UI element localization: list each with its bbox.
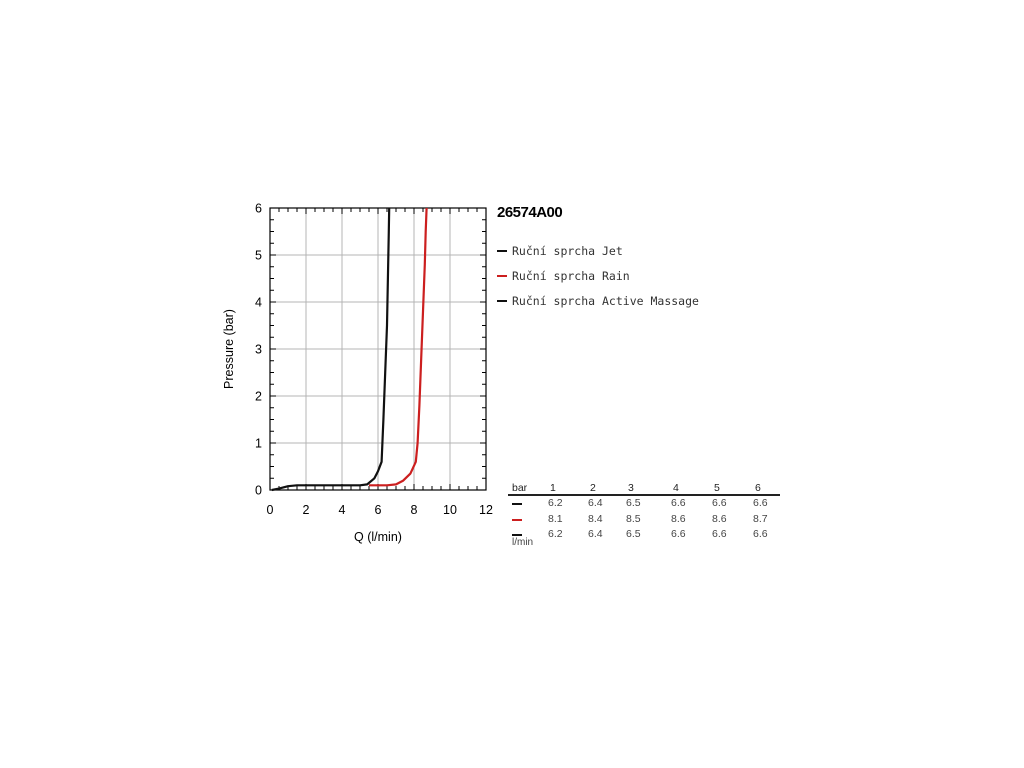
table-cell: 8.6 <box>671 512 686 525</box>
table-cell: 6.2 <box>548 497 563 509</box>
legend-label-rain: Ruční sprcha Rain <box>512 268 630 283</box>
table-cell: 8.5 <box>626 512 641 525</box>
x-tick-label: 0 <box>267 503 274 517</box>
table-header-cell: 4 <box>673 482 679 494</box>
x-tick-label: 4 <box>339 503 346 517</box>
table-cell: 6.5 <box>626 497 641 509</box>
row-swatch <box>512 534 522 536</box>
table-cell: 6.6 <box>671 528 686 540</box>
table-cell: 6.6 <box>712 528 727 540</box>
legend-swatch-active-massage <box>497 299 507 302</box>
x-tick-label: 12 <box>479 503 493 517</box>
row-swatch <box>512 518 522 521</box>
table-unit-label: l/min <box>512 537 534 548</box>
table-cell: 6.5 <box>626 528 641 540</box>
y-tick-label: 0 <box>255 484 262 498</box>
legend: Ruční sprcha Jet Ruční sprcha Rain Ruční… <box>497 238 699 313</box>
y-tick-label: 3 <box>255 343 262 357</box>
table-header-cell: 2 <box>590 482 596 494</box>
product-code: 26574A00 <box>497 204 563 221</box>
legend-item: Ruční sprcha Active Massage <box>497 288 699 313</box>
table-cell: 8.6 <box>712 512 727 525</box>
x-tick-label: 10 <box>443 503 457 517</box>
y-tick-label: 2 <box>255 390 262 404</box>
table-header-cell: 5 <box>714 482 720 494</box>
legend-item: Ruční sprcha Jet <box>497 238 699 263</box>
table-cell: 6.6 <box>753 528 768 540</box>
series-line <box>271 207 391 492</box>
table-cell: 6.6 <box>753 497 768 509</box>
series-line <box>369 207 428 487</box>
y-tick-label: 6 <box>255 202 262 216</box>
x-tick-label: 6 <box>375 503 382 517</box>
table-header-unit: bar <box>512 482 528 494</box>
table-cell: 8.1 <box>548 512 563 525</box>
table-row: 6.2 6.4 6.5 6.6 6.6 6.6 <box>508 496 780 512</box>
legend-label-jet: Ruční sprcha Jet <box>512 243 623 258</box>
table-row: 8.1 8.4 8.5 8.6 8.6 8.7 <box>508 512 780 528</box>
y-tick-label: 1 <box>255 437 262 451</box>
row-swatch <box>512 503 522 505</box>
table-cell: 6.4 <box>588 528 603 540</box>
table-cell: 8.4 <box>588 512 603 525</box>
table-header-cell: 6 <box>755 482 761 494</box>
legend-swatch-jet <box>497 249 507 252</box>
legend-swatch-rain <box>497 274 507 277</box>
plot-frame <box>269 207 487 491</box>
y-tick-label: 5 <box>255 249 262 263</box>
legend-item: Ruční sprcha Rain <box>497 263 699 288</box>
table-row: l/min 6.2 6.4 6.5 6.6 6.6 6.6 <box>508 527 780 548</box>
table-cell: 6.4 <box>588 497 603 509</box>
legend-label-active-massage: Ruční sprcha Active Massage <box>512 293 699 308</box>
table-cell: 8.7 <box>753 512 768 525</box>
flow-rate-table: bar 1 2 3 4 5 6 6.2 6.4 6.5 6.6 6.6 6.6 … <box>508 482 780 548</box>
x-axis-label: Q (l/min) <box>354 530 402 544</box>
table-cell: 6.6 <box>712 497 727 509</box>
y-tick-label: 4 <box>255 296 262 310</box>
table-header-cell: 1 <box>550 482 556 494</box>
table-cell: 6.6 <box>671 497 686 509</box>
table-header: bar 1 2 3 4 5 6 <box>508 482 780 496</box>
table-cell: 6.2 <box>548 528 563 540</box>
x-tick-label: 2 <box>303 503 310 517</box>
x-tick-label: 8 <box>411 503 418 517</box>
y-axis-label: Pressure (bar) <box>222 309 236 389</box>
table-header-cell: 3 <box>628 482 634 494</box>
